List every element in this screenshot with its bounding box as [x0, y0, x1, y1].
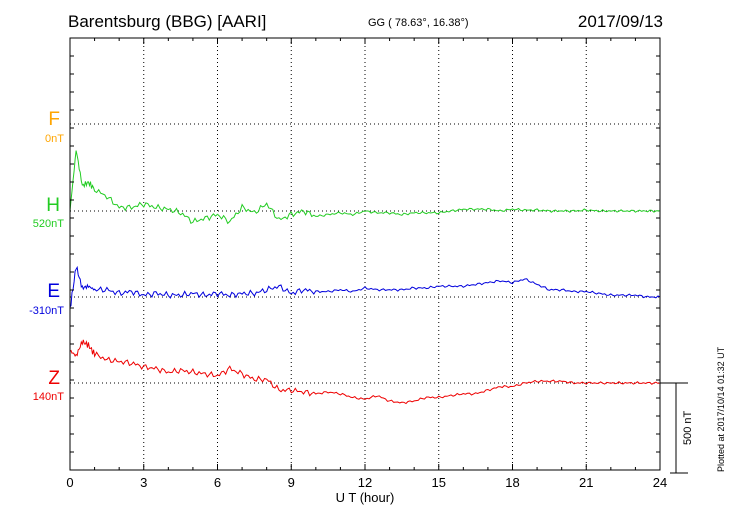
channel-h-letter: H [46, 195, 60, 216]
x-tick-label: 24 [653, 475, 667, 490]
trace-e [69, 265, 661, 308]
x-axis-label: U T (hour) [335, 490, 395, 505]
scale-bar-label: 500 nT [682, 410, 694, 445]
x-tick-label: 15 [432, 475, 446, 490]
axis-layer: 0 3 6 9 12 15 18 21 24 [66, 37, 688, 490]
x-tick-label: 18 [505, 475, 519, 490]
x-tick-label: 9 [288, 475, 295, 490]
x-tick-label: 6 [214, 475, 221, 490]
date-label: 2017/09/13 [577, 12, 663, 31]
channel-z-letter: Z [48, 368, 60, 389]
x-tick-label: 12 [358, 475, 372, 490]
trace-z [69, 339, 661, 405]
station-title: Barentsburg (BBG) [AARI] [68, 12, 267, 31]
plotted-timestamp: Plotted at 2017/10/14 01:32 UT [716, 346, 726, 472]
x-tick-label: 21 [579, 475, 593, 490]
trace-h [69, 150, 661, 225]
channel-e-letter: E [47, 281, 60, 302]
x-tick-label: 0 [66, 475, 73, 490]
channel-f-baseline: 0nT [45, 133, 64, 145]
channel-f-letter: F [48, 109, 60, 130]
coordinates-label: GG ( 78.63°, 16.38°) [368, 17, 469, 29]
trace-layer [69, 150, 661, 405]
channel-z-baseline: 140nT [32, 391, 64, 403]
channel-e-baseline: -310nT [29, 305, 64, 317]
x-tick-label: 3 [140, 475, 147, 490]
grid-layer [70, 38, 660, 470]
channel-h-baseline: 520nT [32, 218, 64, 230]
